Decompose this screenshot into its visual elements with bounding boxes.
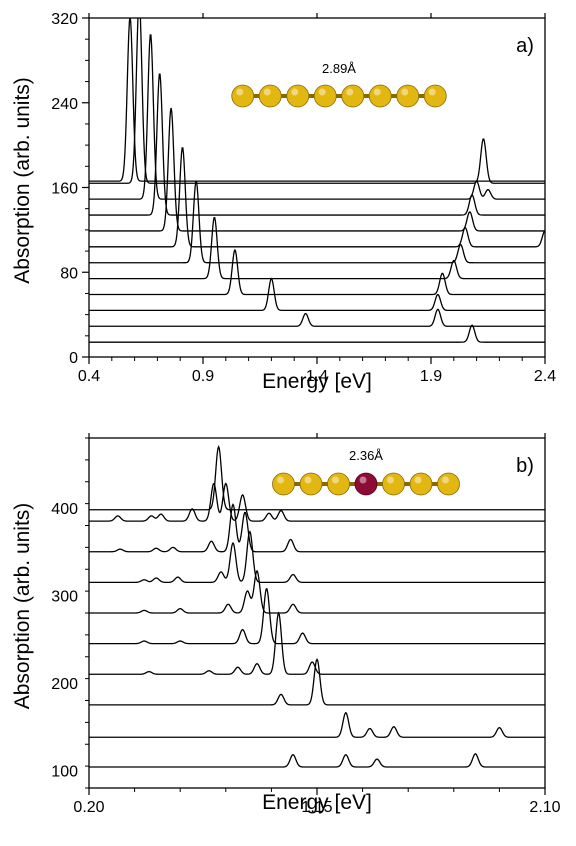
spectrum-line-1-6	[89, 181, 545, 264]
gold-atom	[231, 84, 255, 108]
spectrum-line-1-4	[89, 248, 545, 296]
spectrum-line-1-5	[89, 216, 545, 280]
atom-highlight	[318, 88, 326, 96]
panel-label: b)	[516, 455, 534, 477]
atom-highlight	[346, 88, 354, 96]
spectrum-line-2-7	[89, 530, 545, 584]
gold-atom	[299, 472, 323, 496]
spectrum-line-1-8	[89, 107, 545, 232]
bond-length-label: 2.89Å	[322, 61, 356, 76]
y-tick-label: 240	[51, 96, 78, 113]
gold-atom	[368, 84, 392, 108]
atom-highlight	[304, 476, 312, 484]
spectrum-line-2-4	[89, 611, 545, 675]
atom-highlight	[387, 476, 394, 484]
spectrum-line-2-2	[89, 711, 545, 738]
spectrum-line-2-3	[89, 658, 545, 706]
atom-highlight	[236, 88, 244, 96]
atom-highlight	[277, 476, 284, 484]
gold-atom	[396, 84, 420, 108]
y-tick-label: 160	[51, 181, 78, 198]
x-tick-label: 1.9	[420, 368, 442, 385]
spectrum-line-2-5	[89, 587, 545, 645]
atom-highlight	[373, 88, 381, 96]
x-tick-label: 2.10	[529, 799, 560, 816]
gold-atom	[437, 472, 460, 496]
atom-highlight	[359, 476, 367, 484]
y-tick-label: 320	[51, 11, 78, 28]
spectrum-line-1-2	[89, 308, 545, 327]
gold-atom	[286, 84, 310, 108]
x-axis-title: Energy [eV]	[262, 791, 372, 814]
spectrum-line-2-8	[89, 503, 545, 553]
bond-length-label: 2.36Å	[349, 448, 383, 463]
gold-atom	[382, 472, 405, 496]
y-axis-title: Absorption (arb. units)	[11, 503, 34, 710]
atom-highlight	[263, 88, 271, 96]
y-axis-title: Absorption (arb. units)	[11, 77, 34, 284]
atom-highlight	[442, 476, 449, 484]
spectrum-line-1-3	[89, 277, 545, 312]
y-tick-label: 200	[51, 676, 78, 693]
y-tick-label: 80	[60, 265, 78, 282]
spectrum-line-1-10	[89, 34, 545, 200]
gold-atom	[409, 472, 433, 496]
atom-highlight	[414, 476, 422, 484]
dopant-atom	[354, 472, 378, 496]
gold-atom	[313, 84, 337, 108]
spectrum-line-2-6	[89, 569, 545, 614]
gold-atom	[258, 84, 282, 108]
y-tick-label: 0	[69, 350, 78, 367]
spectrum-line-1-12	[89, 18, 545, 182]
atom-highlight	[401, 88, 409, 96]
plot-area-2	[89, 445, 545, 768]
gold-atom	[341, 84, 365, 108]
x-tick-label: 0.4	[78, 368, 100, 385]
gold-atom	[423, 84, 447, 108]
spectrum-line-2-10	[89, 445, 545, 511]
y-tick-label: 100	[51, 764, 78, 781]
spectrum-line-1-11	[89, 18, 545, 184]
gold-atom	[327, 472, 350, 496]
atom-highlight	[332, 476, 339, 484]
gold-atom	[272, 472, 295, 496]
plot-area-1	[89, 18, 545, 343]
spectrum-line-2-9	[89, 482, 545, 522]
x-tick-label: 0.20	[73, 799, 104, 816]
spectrum-line-1-9	[89, 73, 545, 216]
atom-highlight	[291, 88, 299, 96]
y-tick-label: 400	[51, 501, 78, 518]
spectrum-line-1-7	[89, 147, 545, 248]
y-tick-label: 300	[51, 589, 78, 606]
x-tick-label: 2.4	[534, 368, 556, 385]
atom-highlight	[428, 88, 436, 96]
spectrum-line-1-1	[89, 324, 545, 343]
spectrum-line-2-1	[89, 753, 545, 768]
x-tick-label: 0.9	[192, 368, 214, 385]
x-axis-title: Energy [eV]	[262, 370, 372, 393]
panel-label: a)	[516, 35, 534, 57]
x-tick-label: 1.4	[306, 368, 328, 385]
x-tick-label: 1.15	[301, 799, 332, 816]
